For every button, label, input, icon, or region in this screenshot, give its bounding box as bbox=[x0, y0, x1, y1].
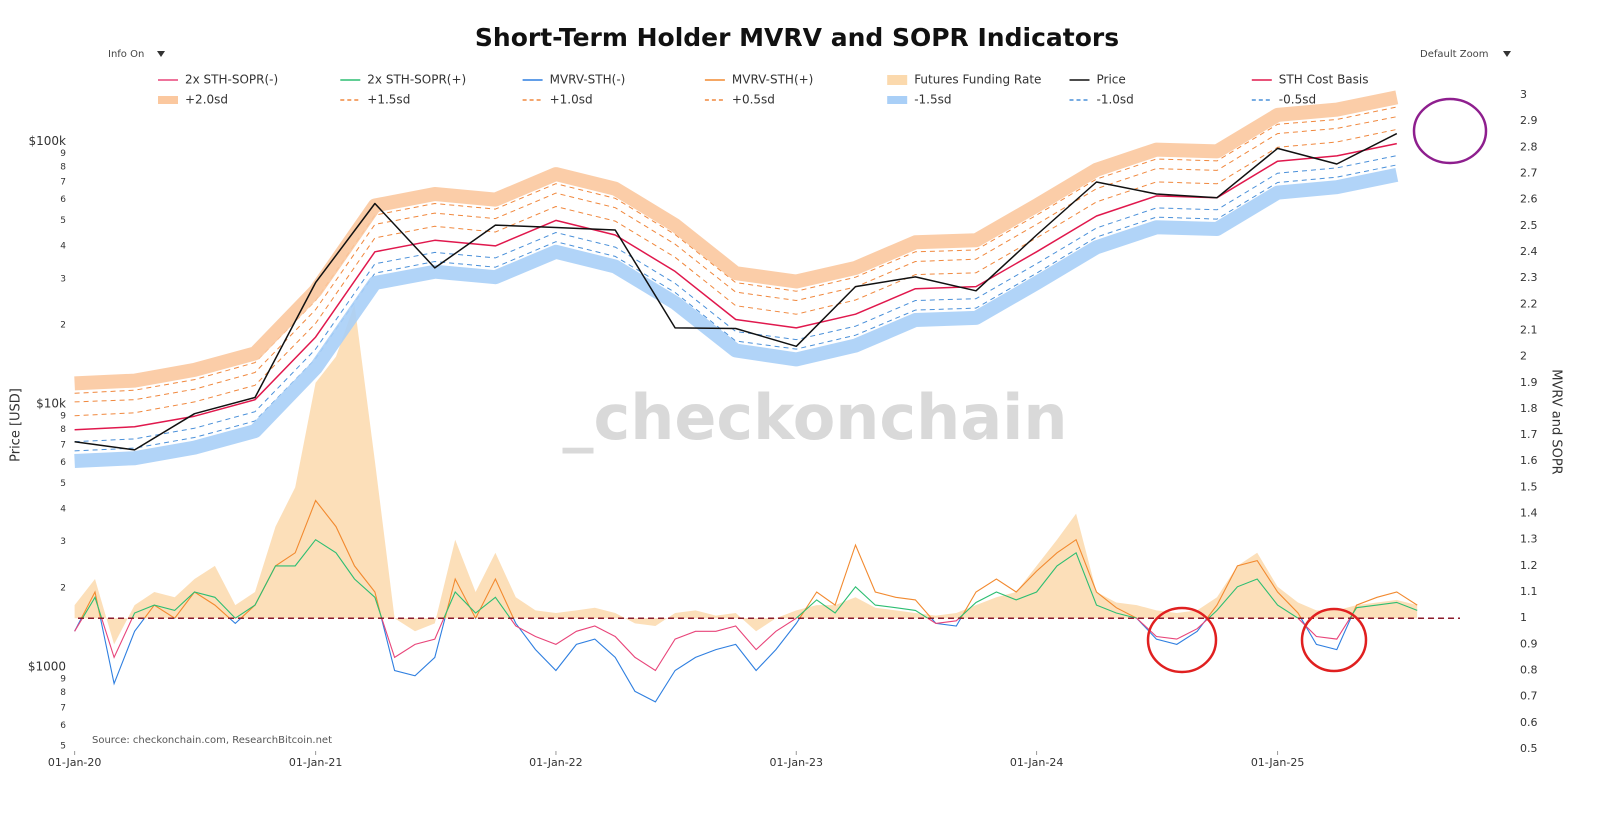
y2-tick-label: 1.8 bbox=[1520, 402, 1538, 415]
y2-axis-label: MVRV and SOPR bbox=[1549, 369, 1564, 474]
highlight-circle bbox=[1300, 607, 1368, 673]
zoom-select[interactable]: Default Zoom bbox=[1420, 49, 1489, 60]
y-tick-label: 7 bbox=[60, 440, 66, 450]
y2-tick-label: 0.9 bbox=[1520, 637, 1538, 650]
y2-tick-label: 1.7 bbox=[1520, 428, 1538, 441]
legend-label: Price bbox=[1097, 73, 1126, 87]
y2-tick-label: 0.5 bbox=[1520, 742, 1538, 755]
y2-tick-label: 1.2 bbox=[1520, 559, 1538, 572]
series-line-negative bbox=[74, 618, 1352, 703]
dropdown-arrow bbox=[1503, 51, 1511, 57]
x-tick-label: 01-Jan-22 bbox=[529, 756, 583, 769]
legend-label: +2.0sd bbox=[185, 93, 228, 107]
y-tick-label: 2 bbox=[60, 321, 66, 331]
y-tick-label: 3 bbox=[60, 274, 66, 284]
legend-label: STH Cost Basis bbox=[1279, 73, 1369, 87]
y2-tick-label: 2.3 bbox=[1520, 271, 1538, 284]
x-tick-label: 01-Jan-20 bbox=[48, 756, 102, 769]
y-tick-label: 8 bbox=[60, 425, 66, 435]
chart-title: Short-Term Holder MVRV and SOPR Indicato… bbox=[475, 23, 1119, 52]
y-tick-label: $1000 bbox=[28, 660, 66, 674]
plot-area bbox=[74, 90, 1460, 703]
y-tick-label: 9 bbox=[60, 675, 66, 685]
sd-band bbox=[74, 90, 1399, 391]
y-tick-label: 7 bbox=[60, 178, 66, 188]
y-tick-label: 5 bbox=[60, 216, 66, 226]
y-tick-label: 2 bbox=[60, 583, 66, 593]
legend-label: -1.0sd bbox=[1097, 93, 1134, 107]
y-tick-label: 5 bbox=[60, 479, 66, 489]
y2-tick-label: 2.4 bbox=[1520, 245, 1538, 258]
y2-tick-label: 3 bbox=[1520, 88, 1527, 101]
x-tick-label: 01-Jan-21 bbox=[289, 756, 343, 769]
watermark: _checkonchain bbox=[562, 381, 1067, 454]
y2-tick-label: 0.6 bbox=[1520, 716, 1538, 729]
y-tick-label: 6 bbox=[60, 721, 66, 731]
legend-label: MVRV-STH(-) bbox=[550, 73, 626, 87]
series-line bbox=[74, 132, 1398, 451]
legend-label: MVRV-STH(+) bbox=[732, 73, 813, 87]
legend-label: 2x STH-SOPR(-) bbox=[185, 73, 278, 87]
series-line-positive bbox=[80, 499, 1418, 619]
y-tick-label: $100k bbox=[29, 134, 67, 148]
legend-label: 2x STH-SOPR(+) bbox=[367, 73, 466, 87]
y-tick-label: 6 bbox=[60, 195, 66, 205]
y2-tick-label: 0.7 bbox=[1520, 690, 1538, 703]
y-tick-label: 8 bbox=[60, 162, 66, 172]
y2-tick-label: 2.8 bbox=[1520, 140, 1538, 153]
series-line bbox=[74, 142, 1397, 431]
highlight-circle bbox=[1412, 97, 1488, 165]
y2-tick-label: 1.4 bbox=[1520, 507, 1538, 520]
info-toggle[interactable]: Info On bbox=[108, 49, 144, 60]
legend-label: +1.5sd bbox=[367, 93, 410, 107]
y2-tick-label: 0.8 bbox=[1520, 664, 1538, 677]
legend-label: -1.5sd bbox=[914, 93, 951, 107]
y2-tick-label: 2 bbox=[1520, 350, 1527, 363]
source-note: Source: checkonchain.com, ResearchBitcoi… bbox=[92, 735, 332, 746]
y2-tick-label: 1.6 bbox=[1520, 454, 1538, 467]
highlight-circle bbox=[1146, 606, 1218, 674]
y-tick-label: 3 bbox=[60, 537, 66, 547]
y2-tick-label: 1 bbox=[1520, 611, 1527, 624]
y-tick-label: 5 bbox=[60, 742, 66, 752]
y-tick-label: 8 bbox=[60, 688, 66, 698]
y-axis-label: Price [USD] bbox=[9, 388, 24, 462]
y-tick-label: 4 bbox=[60, 504, 66, 514]
y2-tick-label: 2.5 bbox=[1520, 219, 1538, 232]
y-tick-label: 9 bbox=[60, 412, 66, 422]
legend-label: +0.5sd bbox=[732, 93, 775, 107]
y2-tick-label: 2.1 bbox=[1520, 323, 1538, 336]
y2-tick-label: 2.6 bbox=[1520, 193, 1538, 206]
y-tick-label: 4 bbox=[60, 241, 66, 251]
y2-tick-label: 2.7 bbox=[1520, 166, 1538, 179]
y2-tick-label: 2.9 bbox=[1520, 114, 1538, 127]
y-tick-label: 7 bbox=[60, 703, 66, 713]
x-tick-label: 01-Jan-24 bbox=[1010, 756, 1064, 769]
y2-tick-label: 1.9 bbox=[1520, 376, 1538, 389]
x-tick-label: 01-Jan-25 bbox=[1251, 756, 1305, 769]
legend-swatch bbox=[887, 75, 908, 85]
series-line-positive bbox=[81, 538, 1418, 619]
y-tick-label: $10k bbox=[36, 397, 66, 411]
legend-label: +1.0sd bbox=[550, 93, 593, 107]
series-line bbox=[74, 116, 1397, 403]
x-tick-label: 01-Jan-23 bbox=[770, 756, 824, 769]
y2-tick-label: 1.5 bbox=[1520, 480, 1538, 493]
sd-band bbox=[74, 168, 1399, 468]
series-line-negative bbox=[74, 618, 1351, 672]
y-tick-label: 6 bbox=[60, 458, 66, 468]
legend-label: -0.5sd bbox=[1279, 93, 1316, 107]
funding-area bbox=[74, 304, 1418, 645]
y2-tick-label: 1.1 bbox=[1520, 585, 1538, 598]
y-tick-label: 9 bbox=[60, 149, 66, 159]
dropdown-arrow bbox=[157, 51, 165, 57]
legend-label: Futures Funding Rate bbox=[914, 73, 1041, 87]
y2-tick-label: 2.2 bbox=[1520, 297, 1538, 310]
y2-tick-label: 1.3 bbox=[1520, 533, 1538, 546]
